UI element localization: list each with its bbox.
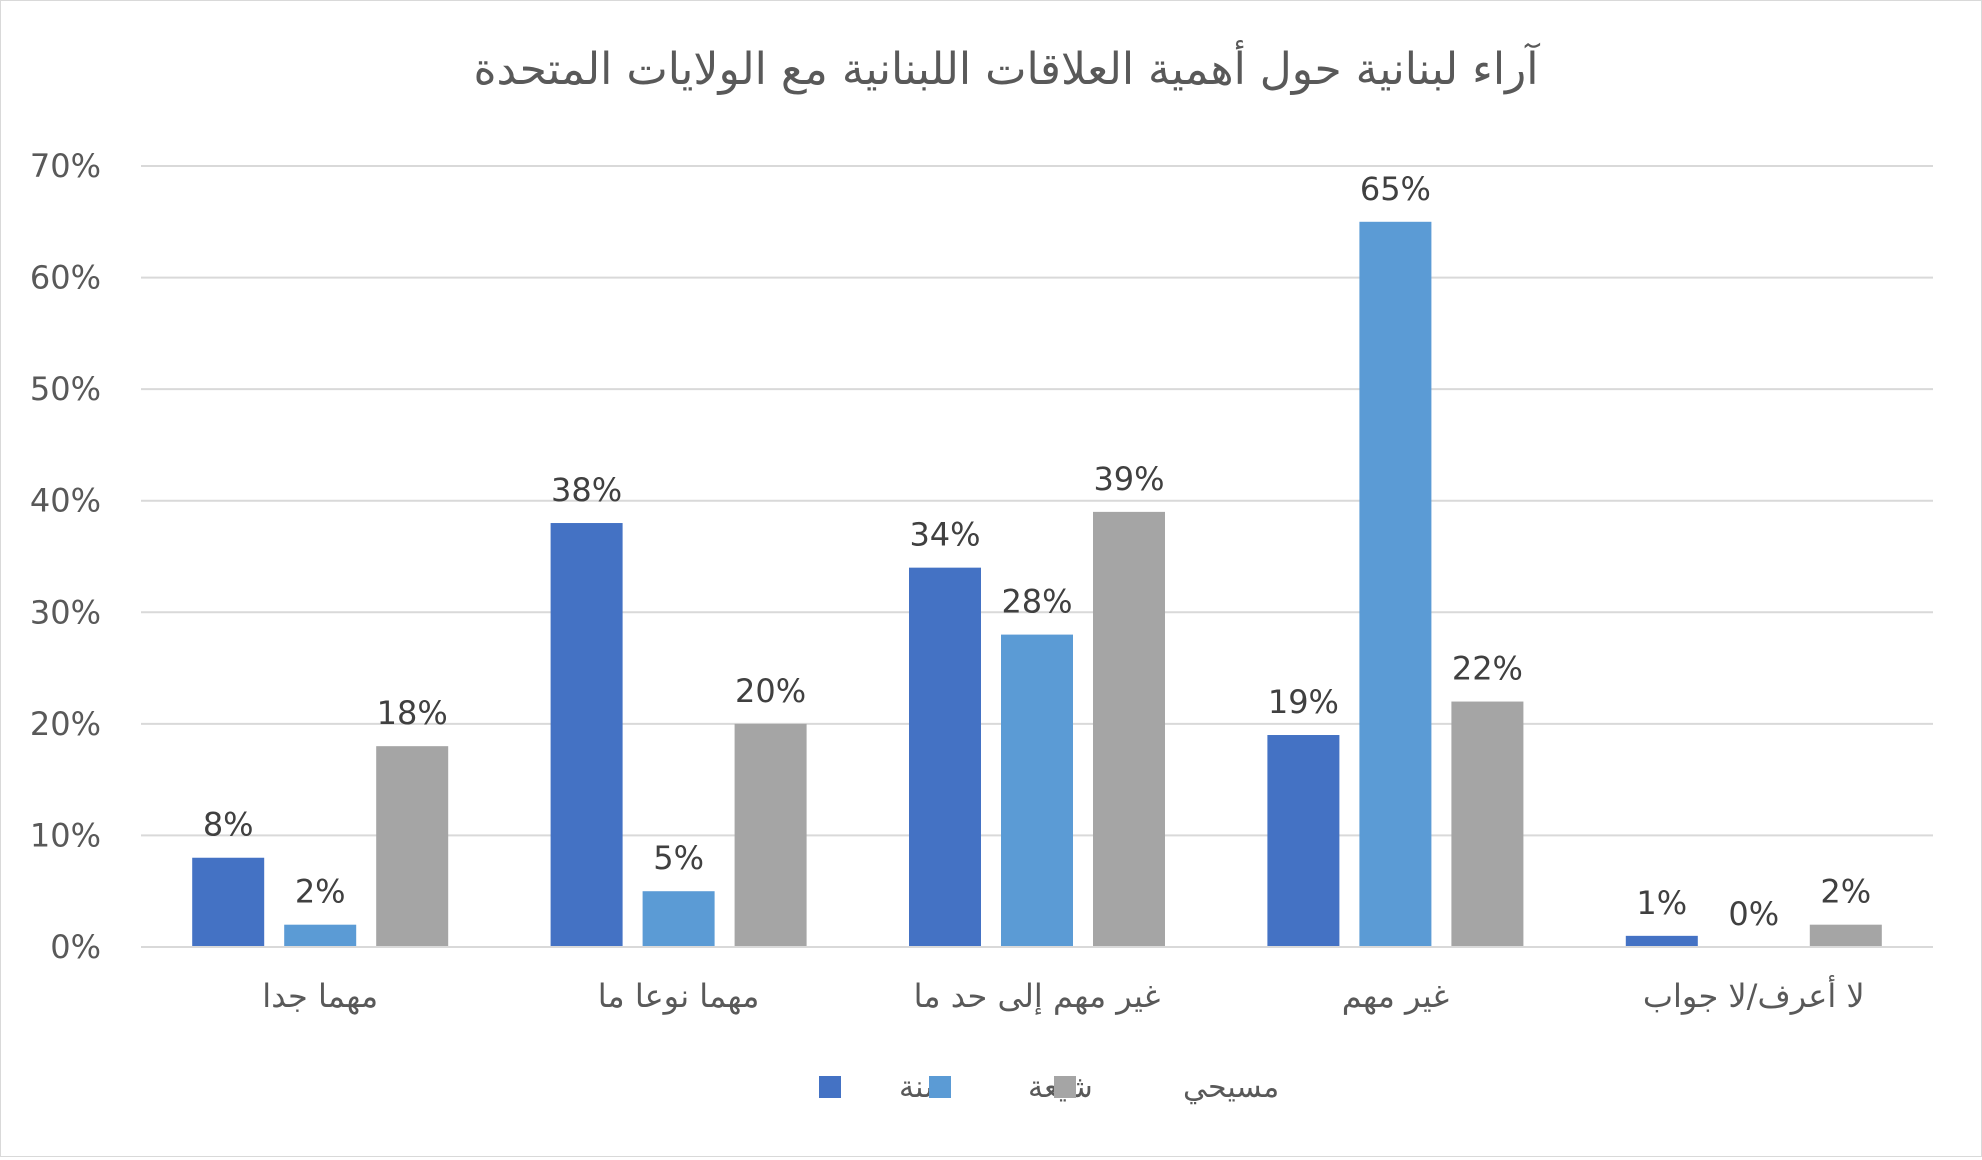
data-label: 34% — [909, 516, 980, 554]
y-tick-label: 70% — [30, 147, 101, 185]
y-tick-label: 30% — [30, 593, 101, 631]
legend-label: مسيحي — [1183, 1070, 1279, 1105]
bar — [1001, 634, 1073, 947]
x-tick-label: مهما نوعا ما — [598, 977, 760, 1015]
bar — [1451, 701, 1524, 947]
data-label: 8% — [203, 806, 254, 844]
data-label: 20% — [735, 672, 806, 710]
y-axis: 0% 10% 20% 30% 40% 50% 60% 70% — [30, 147, 101, 966]
bars — [192, 221, 1882, 948]
bar — [192, 857, 265, 947]
data-label: 0% — [1728, 895, 1779, 933]
y-tick-label: 40% — [30, 482, 101, 520]
y-tick-label: 50% — [30, 370, 101, 408]
data-label: 38% — [551, 471, 622, 509]
bar — [376, 746, 449, 947]
bar — [1267, 735, 1340, 947]
data-label: 65% — [1360, 170, 1431, 208]
y-tick-label: 20% — [30, 705, 101, 743]
legend-swatch — [1054, 1076, 1076, 1098]
data-label: 19% — [1268, 683, 1339, 721]
data-label: 18% — [377, 694, 448, 732]
legend-swatch — [929, 1076, 951, 1098]
x-tick-label: لا أعرف/لا جواب — [1643, 975, 1865, 1015]
bar — [1359, 221, 1432, 948]
bar — [909, 567, 981, 947]
bar — [734, 723, 807, 947]
bar — [284, 924, 357, 947]
data-label: 2% — [295, 873, 346, 911]
x-tick-label: غير مهم — [1342, 977, 1449, 1015]
bar — [550, 523, 623, 947]
data-label: 28% — [1001, 583, 1072, 621]
bar — [642, 891, 715, 947]
data-label: 5% — [653, 839, 704, 877]
data-label: 39% — [1093, 460, 1164, 498]
bar — [1625, 935, 1698, 947]
data-label: 2% — [1820, 873, 1871, 911]
data-label: 1% — [1636, 884, 1687, 922]
y-tick-label: 60% — [30, 259, 101, 297]
legend: سنةشيعةمسيحي — [819, 1070, 1279, 1105]
y-tick-label: 10% — [30, 816, 101, 854]
chart-title: آراء لبنانية حول أهمية العلاقات اللبناني… — [473, 40, 1540, 95]
x-tick-label: غير مهم إلى حد ما — [914, 977, 1161, 1015]
bar — [1093, 511, 1165, 947]
bar — [1809, 924, 1882, 947]
data-label: 22% — [1452, 650, 1523, 688]
x-axis: مهما جدا مهما نوعا ما غير مهم إلى حد ما غير… — [141, 946, 1933, 1015]
y-tick-label: 0% — [50, 928, 101, 966]
x-tick-label: مهما جدا — [262, 977, 378, 1015]
data-labels: 8% 2% 18% 38% 5% 20% 34% 28% 39% 19% 65% 22% 1% 0% 2% — [203, 170, 1871, 933]
legend-swatch — [819, 1076, 841, 1098]
